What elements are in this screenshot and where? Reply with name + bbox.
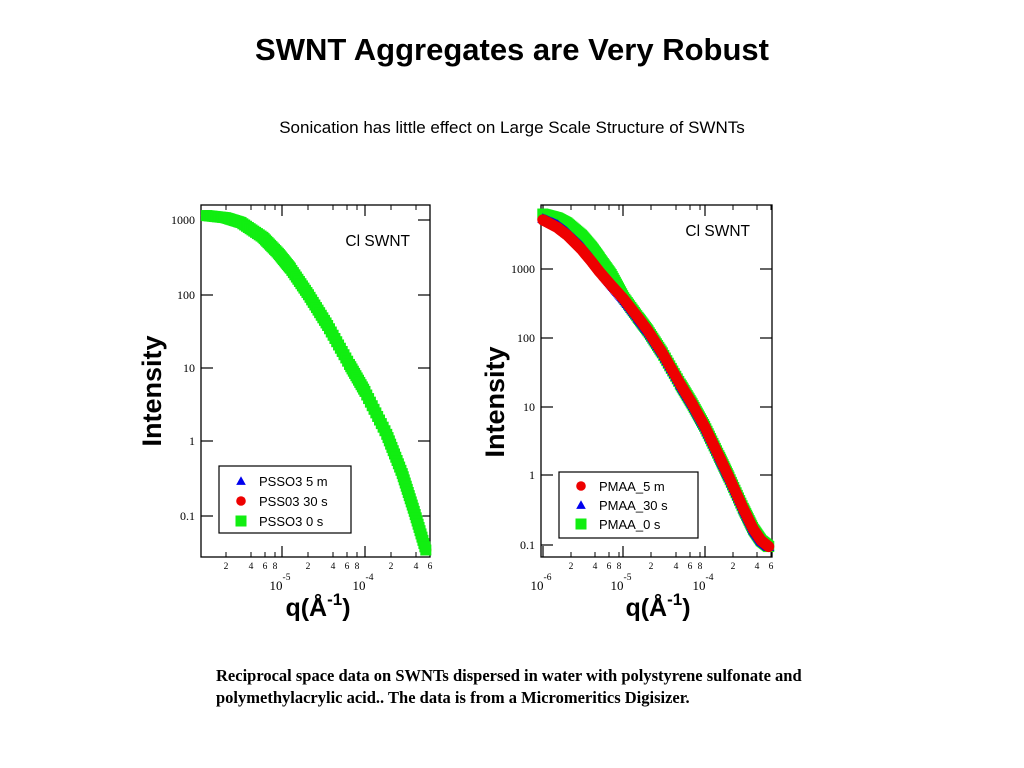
y-tick-label: 100	[177, 288, 195, 302]
x-minor-label: 4	[674, 562, 679, 572]
data-point	[420, 544, 432, 556]
plot-frame	[540, 204, 773, 558]
x-minor-label: 4	[414, 562, 419, 572]
x-minor-label: 2	[389, 562, 394, 572]
y-tick-label: 10	[523, 400, 535, 414]
x-minor-label: 8	[617, 562, 622, 572]
legend-marker	[576, 481, 586, 491]
legend-entry: PMAA_0 s	[599, 517, 661, 532]
legend-marker	[235, 515, 247, 527]
y-tick-label: 1	[529, 468, 535, 482]
x-minor-label: 8	[273, 562, 278, 572]
page-subtitle: Sonication has little effect on Large Sc…	[279, 118, 745, 137]
x-minor-label: 2	[224, 562, 229, 572]
y-tick-label: 1000	[511, 262, 535, 276]
page-title: SWNT Aggregates are Very Robust	[255, 32, 769, 67]
y-tick-label: 100	[517, 331, 535, 345]
series-circle	[537, 214, 775, 553]
x-minor-label: 2	[306, 562, 311, 572]
legend-entry: PSS03 30 s	[259, 494, 328, 509]
x-minor-label: 6	[769, 562, 774, 572]
x-minor-label: 6	[428, 562, 433, 572]
x-major-label: 10-4	[353, 573, 374, 593]
x-major-label: 10-6	[531, 573, 552, 593]
x-minor-label: 2	[649, 562, 654, 572]
legend-marker	[236, 476, 246, 485]
legend-entry: PMAA_5 m	[599, 479, 665, 494]
x-minor-label: 2	[731, 562, 736, 572]
x-minor-label: 6	[263, 562, 268, 572]
x-minor-label: 4	[331, 562, 336, 572]
y-tick-label: 1000	[171, 213, 195, 227]
legend-marker	[575, 518, 587, 530]
legend-marker	[576, 500, 586, 509]
plot-frame	[200, 204, 431, 558]
y-axis-label: Intensity	[480, 346, 510, 457]
legend-entry: PSSO3 0 s	[259, 514, 324, 529]
x-minor-label: 4	[249, 562, 254, 572]
y-axis-label: Intensity	[137, 335, 167, 446]
figure-caption: Reciprocal space data on SWNTs dispersed…	[216, 666, 802, 707]
x-minor-label: 8	[355, 562, 360, 572]
data-point	[763, 541, 775, 553]
y-tick-label: 10	[183, 361, 195, 375]
x-minor-label: 4	[593, 562, 598, 572]
legend-entry: PMAA_30 s	[599, 498, 668, 513]
x-minor-label: 8	[698, 562, 703, 572]
x-minor-label: 6	[607, 562, 612, 572]
legend-entry: PSSO3 5 m	[259, 474, 328, 489]
x-major-label: 10-4	[693, 573, 714, 593]
x-axis-label: q(Å-1)	[625, 590, 690, 622]
legend-marker	[236, 496, 246, 506]
chart-annotation: Cl SWNT	[345, 233, 410, 250]
x-major-label: 10-5	[270, 573, 291, 593]
x-minor-label: 2	[569, 562, 574, 572]
x-axis-label: q(Å-1)	[285, 590, 350, 622]
x-minor-label: 6	[688, 562, 693, 572]
y-tick-label: 0.1	[520, 538, 535, 552]
x-minor-label: 6	[345, 562, 350, 572]
series-square	[200, 210, 432, 556]
y-tick-label: 0.1	[180, 509, 195, 523]
x-major-label: 10-5	[611, 573, 632, 593]
chart-annotation: Cl SWNT	[685, 223, 750, 240]
x-minor-label: 4	[755, 562, 760, 572]
legend: PMAA_5 m PMAA_30 s PMAA_0 s	[558, 471, 699, 539]
y-tick-label: 1	[189, 434, 195, 448]
legend: PSSO3 5 m PSS03 30 s PSSO3 0 s	[218, 465, 352, 534]
